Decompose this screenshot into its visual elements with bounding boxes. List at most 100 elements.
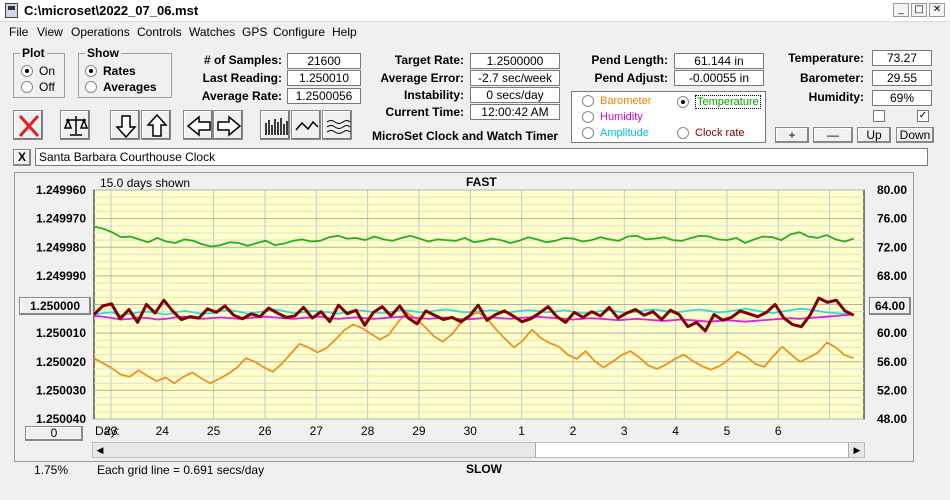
stop-button[interactable] bbox=[13, 110, 43, 140]
balance-scale-icon bbox=[63, 116, 89, 136]
scroll-thumb[interactable] bbox=[535, 443, 849, 457]
x-tick-label: 26 bbox=[258, 424, 272, 438]
y-left-tick-label: 1.249960 bbox=[36, 183, 86, 197]
menu-gps[interactable]: GPS bbox=[242, 25, 268, 39]
scroll-right-icon[interactable]: ▶ bbox=[853, 445, 861, 455]
plot-group: Plot bbox=[13, 46, 65, 98]
option-checkbox-1[interactable] bbox=[873, 110, 885, 122]
radio-dot-icon bbox=[21, 65, 33, 77]
app-name-label: MicroSet Clock and Watch Timer bbox=[372, 129, 559, 143]
series-barometer-label: Barometer bbox=[600, 95, 652, 107]
show-rates-label: Rates bbox=[103, 64, 136, 78]
plot-off-radio[interactable]: Off bbox=[21, 80, 55, 94]
app-icon[interactable] bbox=[5, 3, 18, 18]
x-tick-label: 5 bbox=[724, 424, 731, 438]
up-button[interactable]: Up bbox=[857, 127, 891, 143]
line-graph-icon bbox=[295, 120, 319, 131]
horizontal-scrollbar[interactable]: ◀ ▶ bbox=[92, 442, 865, 458]
series-clock-rate-radio[interactable]: Clock rate bbox=[677, 127, 745, 139]
series-amplitude-label: Amplitude bbox=[600, 127, 649, 139]
wave-view-button[interactable] bbox=[322, 110, 352, 140]
radio-dot-icon bbox=[85, 81, 97, 93]
humidity-label: Humidity: bbox=[808, 90, 864, 104]
arrow-down-button[interactable] bbox=[110, 110, 140, 140]
radio-dot-icon bbox=[677, 96, 689, 108]
radio-dot-icon bbox=[582, 111, 594, 123]
scroll-zero-button[interactable]: 0 bbox=[25, 426, 83, 441]
minimize-button[interactable]: _ bbox=[893, 3, 909, 17]
series-barometer-radio[interactable]: Barometer bbox=[582, 95, 651, 107]
series-temperature-radio[interactable]: Temperature bbox=[677, 95, 761, 109]
menu-operations[interactable]: Operations bbox=[71, 25, 130, 39]
balance-button[interactable] bbox=[60, 110, 90, 140]
grid-note-label: Each grid line = 0.691 secs/day bbox=[97, 463, 265, 477]
bar-view-button[interactable] bbox=[260, 110, 290, 140]
close-clock-button[interactable]: X bbox=[13, 149, 31, 166]
y-left-tick-label: 1.249990 bbox=[36, 269, 86, 283]
arrow-right-button[interactable] bbox=[213, 110, 243, 140]
x-tick-label: 25 bbox=[207, 424, 221, 438]
radio-dot-icon bbox=[677, 127, 689, 139]
y-right-tick-label: 52.00 bbox=[877, 383, 907, 397]
menu-controls[interactable]: Controls bbox=[137, 25, 182, 39]
red-x-icon bbox=[18, 114, 40, 138]
menu-view[interactable]: View bbox=[37, 25, 63, 39]
arrow-up-button[interactable] bbox=[141, 110, 171, 140]
temperature-value: 73.27 bbox=[872, 50, 932, 66]
arrow-right-icon bbox=[217, 115, 242, 137]
y-right-tick-label: 68.00 bbox=[877, 269, 907, 283]
series-line-barometer bbox=[93, 311, 855, 385]
menu-help[interactable]: Help bbox=[332, 25, 357, 39]
down-button[interactable]: Down bbox=[896, 127, 934, 143]
y-left-tick-label: 1.250010 bbox=[36, 326, 86, 340]
barometer-label: Barometer: bbox=[799, 71, 864, 85]
close-window-button[interactable]: ✕ bbox=[929, 3, 945, 17]
x-tick-label: 24 bbox=[156, 424, 170, 438]
show-averages-radio[interactable]: Averages bbox=[85, 80, 157, 94]
line-view-button[interactable] bbox=[291, 110, 321, 140]
slow-label: SLOW bbox=[466, 462, 502, 476]
humidity-value: 69% bbox=[872, 90, 932, 106]
wave-icon bbox=[326, 120, 351, 134]
y-left-tick-label: 1.249980 bbox=[36, 240, 86, 254]
average-rate-value: 1.2500056 bbox=[287, 88, 361, 104]
right-offset-button[interactable]: 64.00 bbox=[869, 297, 911, 315]
last-reading-value: 1.250010 bbox=[287, 70, 361, 86]
option-checkbox-2[interactable]: ✓ bbox=[917, 110, 929, 122]
y-right-tick-label: 48.00 bbox=[877, 412, 907, 426]
arrow-down-icon bbox=[115, 115, 137, 139]
decrease-button[interactable]: — bbox=[813, 127, 853, 143]
current-time-value: 12:00:42 AM bbox=[470, 104, 560, 120]
menu-bar: File View Operations Controls Watches GP… bbox=[0, 22, 950, 42]
pend-length-label: Pend Length: bbox=[591, 53, 668, 67]
y-left-tick-label: 1.250020 bbox=[36, 355, 86, 369]
pend-adjust-label: Pend Adjust: bbox=[594, 71, 668, 85]
clock-name-field[interactable]: Santa Barbara Courthouse Clock bbox=[35, 148, 928, 166]
scroll-left-icon[interactable]: ◀ bbox=[96, 445, 104, 455]
x-tick-label: 3 bbox=[621, 424, 628, 438]
menu-watches[interactable]: Watches bbox=[189, 25, 236, 39]
menu-configure[interactable]: Configure bbox=[273, 25, 326, 39]
series-humidity-radio[interactable]: Humidity bbox=[582, 111, 643, 123]
menu-file[interactable]: File bbox=[9, 25, 29, 39]
series-selector bbox=[571, 91, 766, 143]
y-left-tick-label: 1.250030 bbox=[36, 383, 86, 397]
series-clock-rate-label: Clock rate bbox=[695, 127, 745, 139]
x-tick-label: 28 bbox=[361, 424, 375, 438]
arrow-left-button[interactable] bbox=[183, 110, 213, 140]
x-tick-label: 30 bbox=[464, 424, 478, 438]
increase-button[interactable]: + bbox=[775, 127, 809, 143]
radio-dot-icon bbox=[85, 65, 97, 77]
y-left-tick-label: 1.250040 bbox=[36, 412, 86, 426]
series-amplitude-radio[interactable]: Amplitude bbox=[582, 127, 649, 139]
plot-on-radio[interactable]: On bbox=[21, 64, 55, 78]
x-tick-label: 1 bbox=[518, 424, 525, 438]
x-axis-title: Day: bbox=[95, 424, 120, 438]
x-tick-label: 6 bbox=[775, 424, 782, 438]
left-offset-button[interactable]: 1.250000 bbox=[19, 297, 91, 315]
y-right-tick-label: 76.00 bbox=[877, 212, 907, 226]
show-rates-radio[interactable]: Rates bbox=[85, 64, 136, 78]
maximize-button[interactable]: □ bbox=[911, 3, 927, 17]
radio-dot-icon bbox=[582, 127, 594, 139]
